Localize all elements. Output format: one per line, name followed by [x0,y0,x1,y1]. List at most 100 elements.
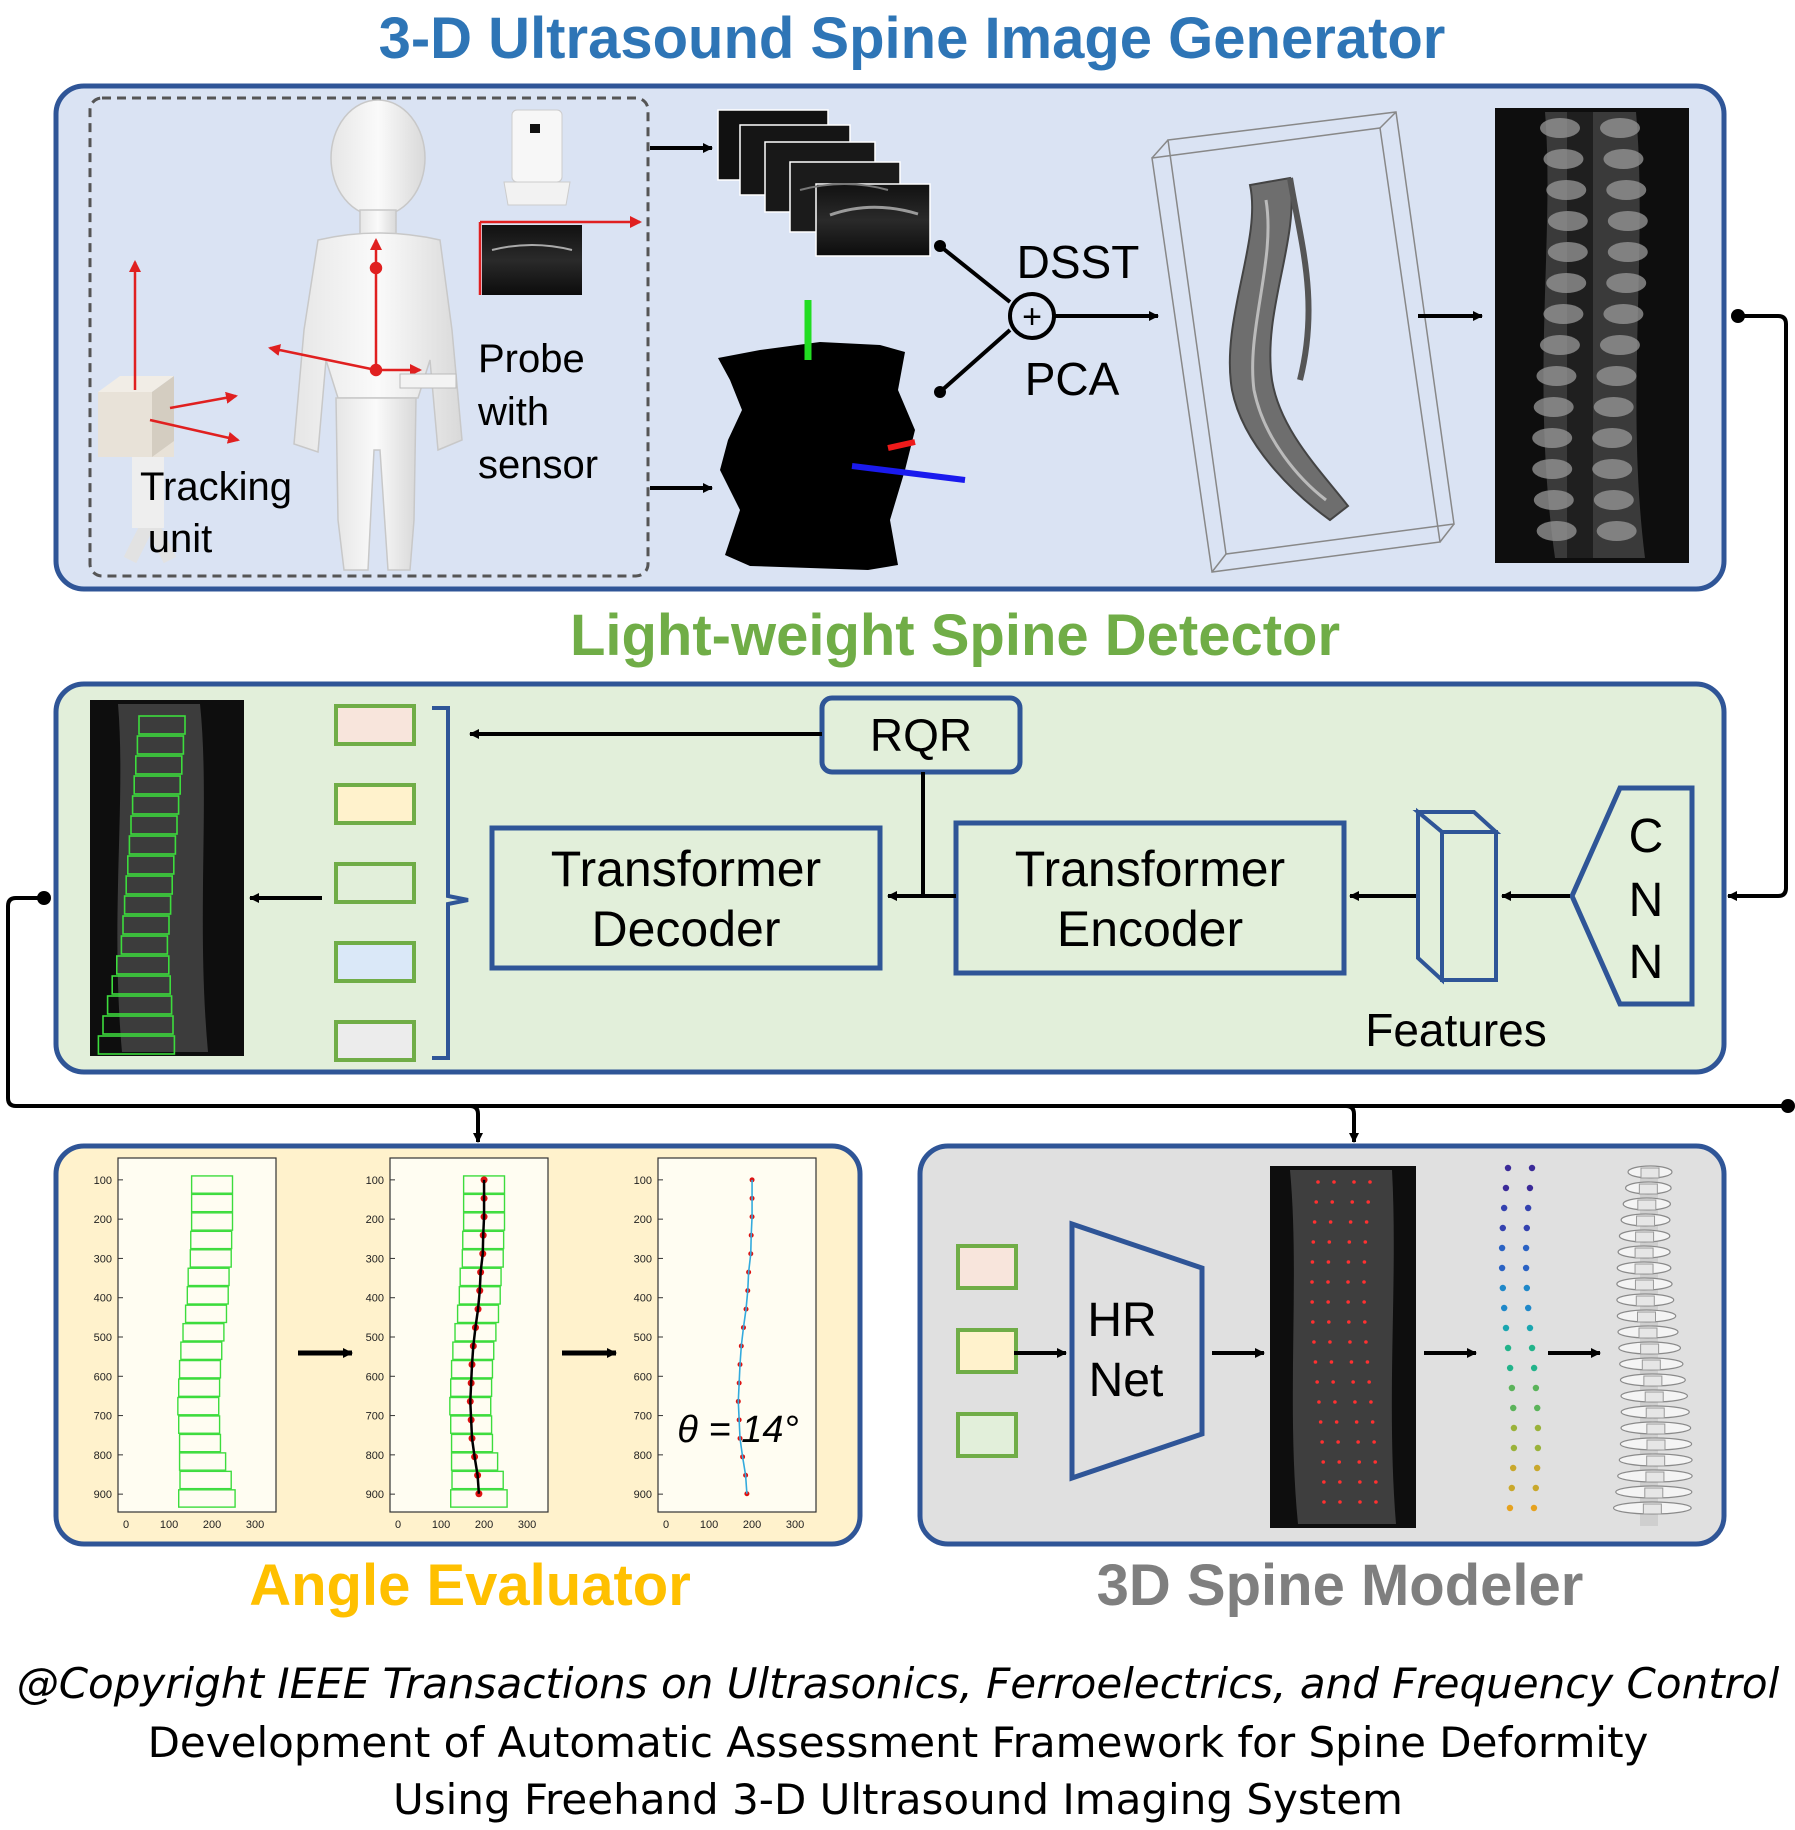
vertebral-body [1646,1439,1666,1451]
vertebra-blob [1536,521,1577,541]
vertebra-blob [1532,459,1573,479]
landmark-dot [1322,1500,1326,1504]
landmark-dot [1315,1380,1319,1384]
landmark-dot [1327,1240,1332,1244]
landmark-coordinate [1534,1444,1542,1452]
landmark-dot [1314,1200,1319,1204]
plot-frame [657,1157,817,1513]
vertebral-body [1638,1327,1658,1339]
tracking-label-line1: Tracking [140,465,292,509]
plot-ytick-label: 700 [634,1411,652,1423]
volume-reconstruction [1151,111,1455,573]
detection-box [125,875,173,895]
landmark-dot [1333,1400,1337,1404]
vertebra-blob [1533,397,1574,417]
landmark-coordinate [1502,1184,1510,1192]
plot-box [190,1212,234,1231]
landmark-dot [1346,1280,1350,1284]
modeler-title: 3D Spine Modeler [1097,1553,1584,1618]
probe-label-line1: Probe [478,337,585,381]
vertebral-body [1643,1375,1663,1387]
detection-box [135,755,183,775]
landmark-dot [1312,1220,1317,1224]
modeler-input-boxes [956,1244,1018,1458]
plot-box [190,1193,234,1213]
vertebra-blob [1593,490,1634,510]
vertebral-body [1641,1359,1661,1371]
vertebral-body [1645,1471,1665,1483]
landmark-coordinate [1532,1384,1540,1392]
landmark-dot [1322,1480,1326,1484]
vertebra-blob [1543,149,1584,169]
landmark-coordinate [1526,1324,1534,1332]
plot-ytick-label: 600 [94,1371,112,1383]
landmark-dot [1348,1220,1353,1224]
landmark-dot [1367,1380,1371,1384]
probe-image-icon [482,225,582,295]
landmark-dot [1328,1340,1332,1344]
cnn-letter-c: C [1629,810,1664,863]
landmark-coordinate [1502,1324,1510,1332]
plot-ytick-label: 900 [94,1489,112,1501]
detection-box [130,815,178,835]
landmark-coordinate [1530,1504,1538,1512]
landmark-dot [1336,1440,1340,1444]
landmark-dot [1318,1420,1323,1424]
object-query-box [334,704,416,746]
vertebral-body [1644,1391,1664,1403]
landmark-coordinate [1534,1424,1542,1432]
evaluator-plots: 100 200 300 400 500 600 700 800 900 0 100 200 300 100… [94,1157,817,1531]
landmark-coordinate [1510,1424,1518,1432]
plot-ytick-label: 600 [366,1371,384,1383]
landmark-coordinate [1504,1164,1512,1172]
plot-ytick-label: 200 [366,1214,384,1226]
vertebral-body [1634,1279,1654,1291]
plot-box [189,1249,232,1268]
tracking-unit-icon [98,376,177,564]
plot-ytick-label: 800 [366,1450,384,1462]
object-query-box [334,783,416,825]
landmark-dot [1347,1320,1351,1324]
landmark-dot [1320,1440,1324,1444]
plot-box [178,1415,221,1434]
plot-xtick-label: 100 [432,1519,450,1531]
generator-title: 3-D Ultrasound Spine Image Generator [379,6,1446,71]
object-query-boxes [334,704,416,1062]
cnn-letter-n1: N [1629,874,1664,927]
plot-box [178,1359,222,1379]
landmark-dot [1356,1440,1360,1444]
hrnet-label-line1: HR [1087,1294,1156,1347]
plot-ytick-label: 300 [94,1253,112,1265]
tracking-label-line2: unit [148,517,213,561]
detection-box [122,915,170,935]
volume-spine-mesh [1228,176,1350,522]
detection-box [127,855,175,875]
vertebra-blob [1592,459,1633,479]
plot-ytick-label: 600 [634,1371,652,1383]
landmark-coordinate [1533,1464,1541,1472]
plot-ytick-label: 500 [94,1332,112,1344]
landmark-coordinate [1522,1244,1530,1252]
plot-xtick-label: 0 [123,1519,129,1531]
landmark-coordinate [1530,1364,1538,1372]
landmark-dot [1365,1360,1370,1364]
detection-box [97,1035,176,1055]
landmark-dot [1348,1340,1352,1344]
plot-ytick-label: 700 [94,1411,112,1423]
plot-xtick-label: 100 [160,1519,178,1531]
plot-ytick-label: 900 [366,1489,384,1501]
landmark-dot [1353,1400,1357,1404]
landmark-dot [1373,1460,1378,1464]
landmark-dot [1372,1440,1376,1444]
plot-ytick-label: 200 [634,1214,652,1226]
pose-to-combiner-line [938,328,1012,394]
detection-box [123,895,172,915]
landmark-dot [1317,1400,1321,1404]
plot-xtick-label: 200 [475,1519,493,1531]
landmark-coordinate [1523,1284,1531,1292]
landmark-image [1270,1166,1416,1528]
plot-xtick-label: 200 [743,1519,761,1531]
plot-box [179,1470,232,1490]
plot-box [190,1230,233,1250]
vertebra-blob [1600,118,1640,138]
